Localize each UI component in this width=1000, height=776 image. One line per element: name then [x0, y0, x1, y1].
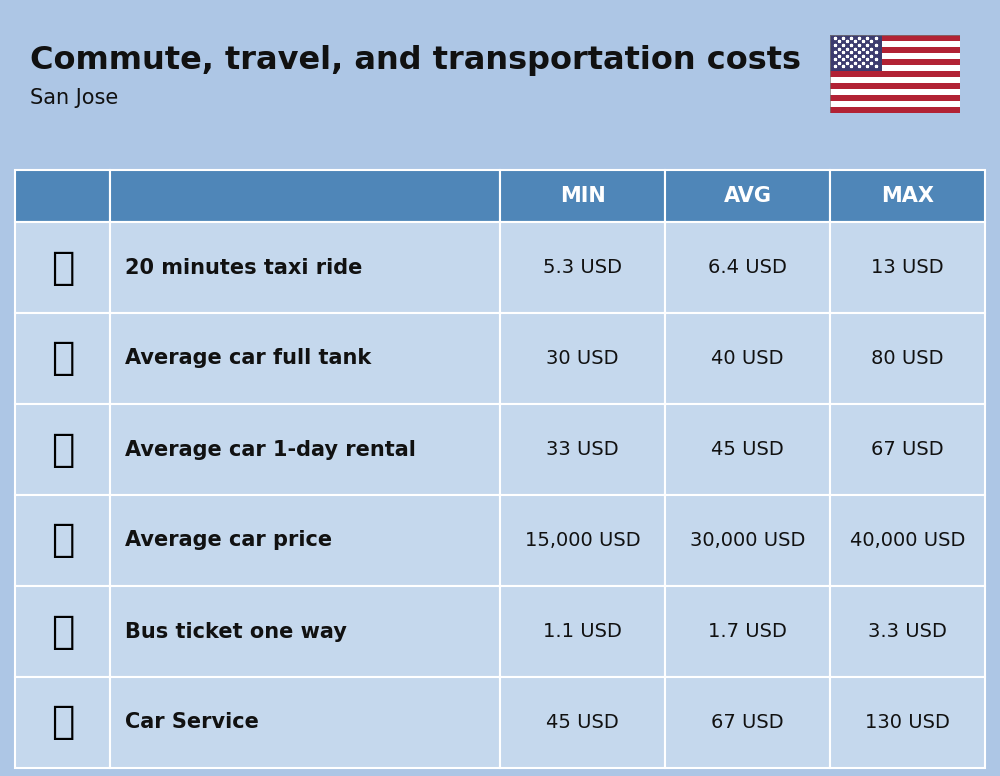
Text: 3.3 USD: 3.3 USD	[868, 622, 947, 641]
Text: Average car full tank: Average car full tank	[125, 348, 371, 369]
Bar	[830, 59, 960, 64]
Text: 🚌: 🚌	[51, 612, 74, 650]
Text: 40,000 USD: 40,000 USD	[850, 531, 965, 550]
Bar	[830, 35, 882, 71]
Text: 1.1 USD: 1.1 USD	[543, 622, 622, 641]
Bar	[830, 53, 960, 59]
Bar	[15, 586, 110, 677]
Text: Bus ticket one way: Bus ticket one way	[125, 622, 347, 642]
Bar	[830, 83, 960, 88]
Bar	[110, 495, 500, 586]
Bar	[830, 41, 960, 47]
Text: AVG: AVG	[724, 186, 772, 206]
Bar	[110, 313, 500, 404]
Bar	[830, 404, 985, 495]
Text: 30,000 USD: 30,000 USD	[690, 531, 805, 550]
Bar	[110, 677, 500, 768]
Bar	[830, 101, 960, 106]
Bar	[110, 586, 500, 677]
Bar	[15, 404, 110, 495]
Bar	[665, 170, 830, 222]
Bar	[830, 77, 960, 83]
Bar	[830, 170, 985, 222]
Text: 🚙: 🚙	[51, 431, 74, 469]
Bar	[665, 677, 830, 768]
Bar	[665, 495, 830, 586]
Bar	[500, 495, 665, 586]
Bar	[110, 404, 500, 495]
Text: Average car 1-day rental: Average car 1-day rental	[125, 439, 416, 459]
Bar	[830, 71, 960, 77]
Bar	[15, 222, 110, 313]
Bar	[110, 222, 500, 313]
Text: 40 USD: 40 USD	[711, 349, 784, 368]
Text: 15,000 USD: 15,000 USD	[525, 531, 640, 550]
Text: 20 minutes taxi ride: 20 minutes taxi ride	[125, 258, 362, 278]
Text: San Jose: San Jose	[30, 88, 118, 108]
Text: 1.7 USD: 1.7 USD	[708, 622, 787, 641]
Bar	[830, 47, 960, 53]
Bar	[500, 313, 665, 404]
Text: 🚕: 🚕	[51, 248, 74, 286]
Bar	[830, 95, 960, 101]
Text: MIN: MIN	[560, 186, 605, 206]
Text: 🔧: 🔧	[51, 704, 74, 742]
Bar	[830, 35, 960, 41]
Bar	[665, 313, 830, 404]
Text: 45 USD: 45 USD	[711, 440, 784, 459]
Bar	[500, 170, 665, 222]
Text: 45 USD: 45 USD	[546, 713, 619, 732]
Bar	[15, 677, 110, 768]
Text: 67 USD: 67 USD	[711, 713, 784, 732]
Bar	[665, 222, 830, 313]
Text: Car Service: Car Service	[125, 712, 259, 733]
Bar	[830, 64, 960, 71]
Text: MAX: MAX	[881, 186, 934, 206]
Bar	[500, 222, 665, 313]
Text: 5.3 USD: 5.3 USD	[543, 258, 622, 277]
Text: 6.4 USD: 6.4 USD	[708, 258, 787, 277]
Text: 80 USD: 80 USD	[871, 349, 944, 368]
Bar	[830, 677, 985, 768]
Bar	[15, 313, 110, 404]
Bar	[15, 495, 110, 586]
Bar	[830, 222, 985, 313]
Bar	[500, 677, 665, 768]
Text: 30 USD: 30 USD	[546, 349, 619, 368]
Text: Commute, travel, and transportation costs: Commute, travel, and transportation cost…	[30, 45, 801, 76]
Bar	[500, 404, 665, 495]
Text: 67 USD: 67 USD	[871, 440, 944, 459]
Bar	[15, 170, 110, 222]
Bar	[830, 495, 985, 586]
Text: ⛽: ⛽	[51, 340, 74, 377]
Text: Average car price: Average car price	[125, 531, 332, 550]
Bar	[830, 313, 985, 404]
Bar	[665, 586, 830, 677]
Bar	[665, 404, 830, 495]
Bar	[830, 586, 985, 677]
Bar	[830, 88, 960, 95]
Text: 13 USD: 13 USD	[871, 258, 944, 277]
Bar	[830, 106, 960, 113]
Bar	[110, 170, 500, 222]
Text: 33 USD: 33 USD	[546, 440, 619, 459]
Bar	[500, 586, 665, 677]
Text: 130 USD: 130 USD	[865, 713, 950, 732]
Text: 🚗: 🚗	[51, 521, 74, 559]
